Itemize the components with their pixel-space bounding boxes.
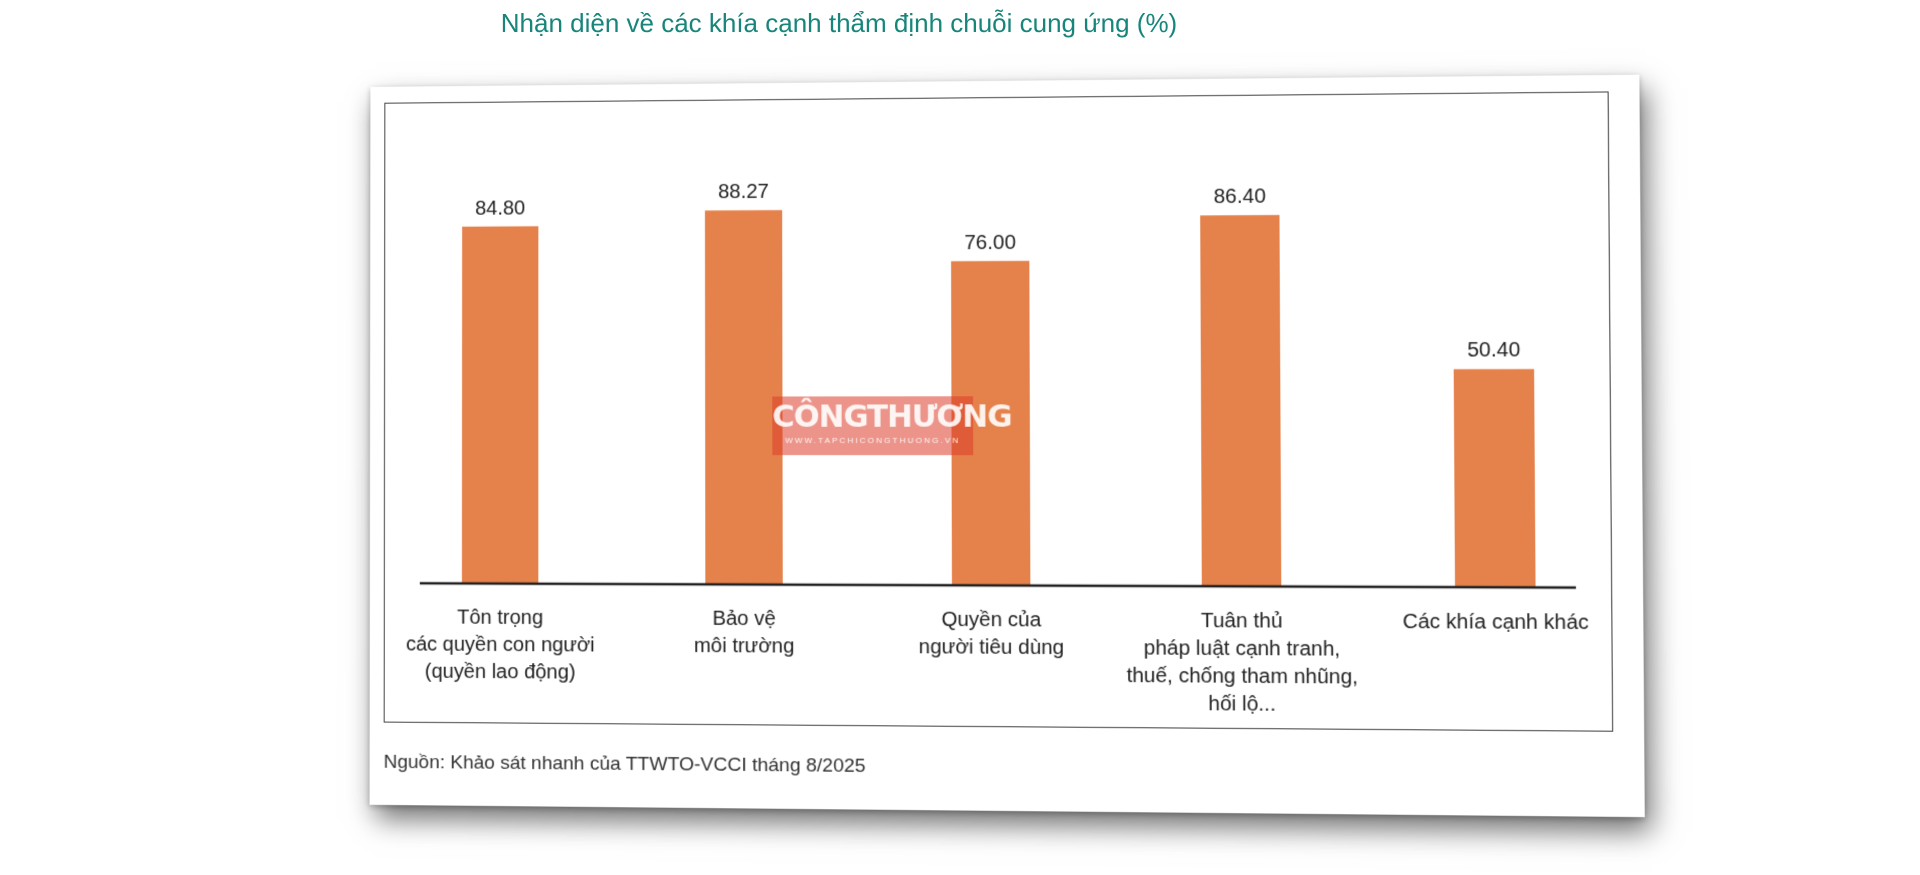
data-label: 86.40 (1214, 185, 1266, 208)
bar (462, 226, 538, 584)
category-label: Bảo vệ (712, 608, 775, 631)
category-label: (quyền lao động) (425, 661, 576, 684)
data-label: 50.40 (1467, 339, 1520, 362)
chart-title: Nhận diện về các khía cạnh thẩm định chu… (0, 8, 1678, 39)
watermark-logo: CÔNGTHƯƠNG WWW.TAPCHICONGTHUONG.VN (772, 396, 973, 455)
category-label: Tôn trọng (457, 606, 543, 629)
data-label: 76.00 (964, 231, 1016, 254)
category-label: các quyền con người (406, 633, 595, 656)
category-label: Các khía cạnh khác (1403, 611, 1589, 635)
category-label: thuế, chống tham nhũng, (1127, 665, 1359, 689)
category-label: người tiêu dùng (919, 636, 1065, 659)
watermark-sub-text: WWW.TAPCHICONGTHUONG.VN (772, 435, 973, 447)
chart-card: 84.80 88.27 76.00 86.40 50.40 Tôn trọng các qu… (370, 75, 1645, 817)
category-label: hối lộ... (1208, 693, 1276, 716)
data-label: 88.27 (718, 181, 769, 204)
watermark-main-text: CÔNGTHƯƠNG (772, 400, 973, 435)
bar (1454, 369, 1536, 587)
bar (705, 210, 783, 585)
category-label: môi trường (694, 635, 795, 658)
chart-frame: 84.80 88.27 76.00 86.40 50.40 Tôn trọng các qu… (384, 91, 1614, 731)
bar (1200, 215, 1281, 586)
category-label: Quyền của (941, 609, 1042, 632)
category-label: pháp luật cạnh tranh, (1144, 637, 1341, 661)
data-label: 84.80 (475, 197, 525, 219)
category-label: Tuân thủ (1201, 610, 1283, 633)
source-note: Nguồn: Khảo sát nhanh của TTWTO-VCCI thá… (384, 752, 866, 778)
